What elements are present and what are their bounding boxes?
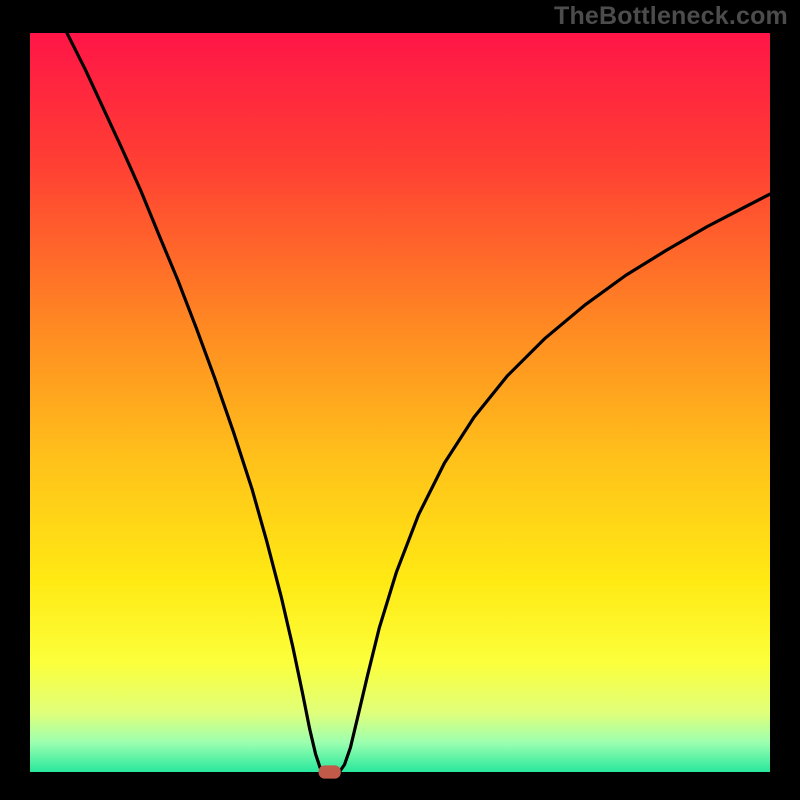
watermark-label: TheBottleneck.com (554, 2, 788, 31)
optimum-marker (319, 765, 341, 778)
bottleneck-chart (0, 0, 800, 800)
plot-background (30, 33, 770, 772)
